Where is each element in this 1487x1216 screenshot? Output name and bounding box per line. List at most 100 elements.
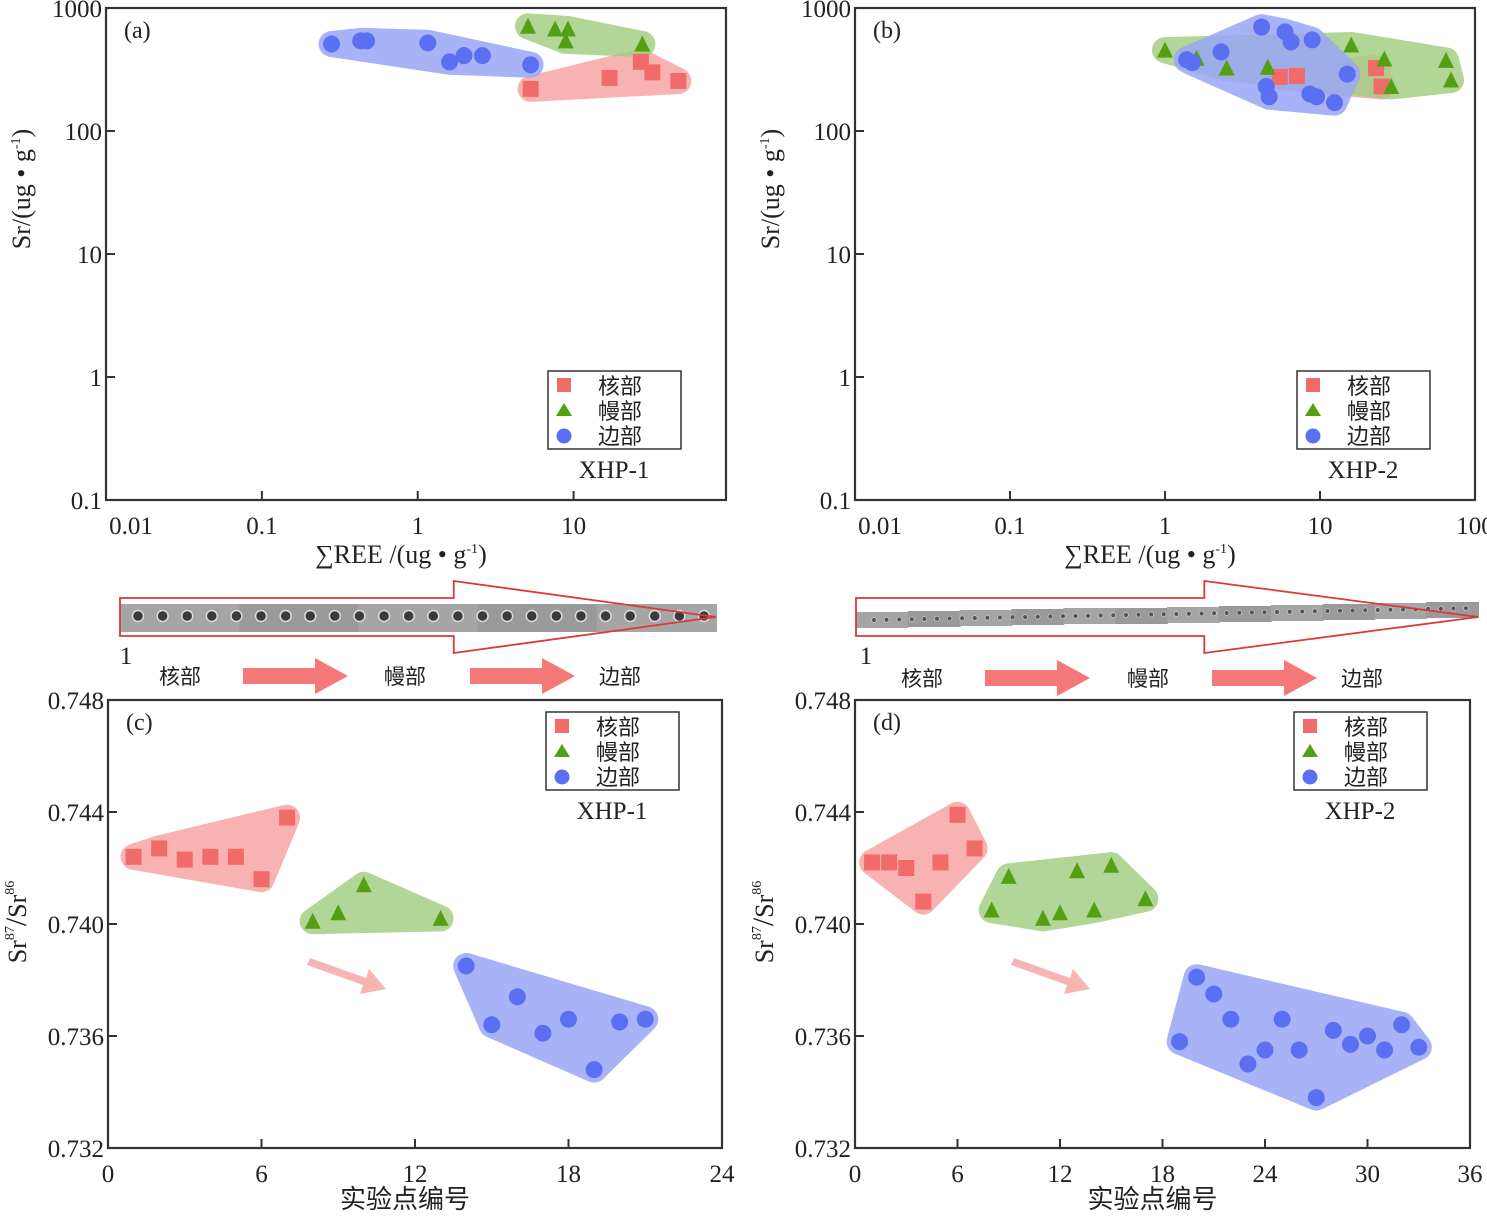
laser-spot — [959, 615, 965, 621]
laser-spot — [1211, 610, 1217, 616]
laser-spot — [1022, 614, 1028, 620]
marker-rim — [1273, 1010, 1291, 1028]
sample-label: XHP-1 — [579, 457, 650, 484]
x-tick-label: 6 — [951, 1161, 964, 1188]
marker-core — [915, 893, 932, 910]
marker-mantle — [559, 20, 576, 37]
marker-rim — [1171, 1033, 1189, 1051]
marker-mantle — [1259, 58, 1276, 75]
x-tick-label: 0.1 — [246, 513, 277, 540]
panel-label: (d) — [873, 710, 901, 736]
laser-spot — [648, 609, 662, 623]
zone-label: 幔部 — [384, 665, 426, 689]
laser-spot — [1009, 614, 1016, 620]
x-tick-label: 36 — [1458, 1161, 1483, 1188]
marker-rim — [441, 53, 459, 71]
laser-spot — [1110, 612, 1117, 618]
marker-core — [279, 809, 296, 826]
y-tick-label: 1000 — [801, 0, 851, 23]
marker-rim — [1239, 1055, 1257, 1073]
marker-rim — [1290, 1041, 1308, 1059]
legend-marker-triangle — [1302, 744, 1318, 757]
y-tick-label: 0.732 — [48, 1136, 104, 1163]
marker-rim — [534, 1024, 552, 1042]
marker-core — [881, 854, 898, 871]
panel-label: (a) — [124, 18, 151, 44]
y-axis-title: Sr87/Sr86 — [747, 881, 780, 964]
y-axis-title: Sr87/Sr86 — [0, 881, 33, 964]
y-tick-label: 10 — [826, 242, 851, 269]
zone-arrow — [985, 660, 1090, 696]
marker-rim — [1256, 1041, 1274, 1059]
sample-label: XHP-2 — [1325, 798, 1396, 825]
marker-mantle — [1137, 890, 1154, 907]
marker-mantle — [983, 901, 1000, 918]
marker-mantle — [1218, 59, 1235, 76]
marker-mantle — [1103, 856, 1120, 873]
panel-label: (c) — [126, 710, 153, 736]
marker-rim — [1212, 43, 1230, 61]
legend-marker-circle — [556, 428, 572, 444]
laser-spot — [1047, 613, 1054, 620]
marker-rim — [1341, 1035, 1359, 1053]
laser-spot — [180, 609, 194, 623]
strip-xhp-2 — [856, 602, 1479, 628]
y-tick-label: 0.744 — [795, 800, 852, 827]
laser-spot — [1362, 607, 1368, 613]
strip-outline-arrow — [855, 579, 1479, 655]
marker-rim — [1308, 88, 1326, 106]
marker-core — [176, 851, 193, 868]
legend-marker-square — [1306, 378, 1320, 392]
marker-rim — [1359, 1027, 1376, 1045]
marker-core — [949, 806, 966, 823]
laser-spot — [500, 609, 514, 623]
legend-marker-triangle — [554, 744, 570, 757]
laser-spot — [1337, 608, 1343, 614]
marker-core — [966, 840, 983, 857]
y-tick-label: 0.748 — [795, 688, 851, 715]
marker-mantle — [557, 32, 574, 49]
laser-spot — [1375, 607, 1381, 613]
laser-spot — [1085, 613, 1091, 619]
laser-spot — [871, 617, 877, 623]
zone-arrow — [1212, 660, 1317, 696]
marker-rim — [1325, 94, 1343, 112]
plot-frames — [104, 6, 1477, 1150]
laser-spot — [1450, 605, 1457, 612]
x-tick-label: 10 — [1308, 513, 1333, 540]
panel-label: (b) — [873, 18, 901, 44]
y-tick-label: 1000 — [52, 0, 102, 23]
marker-mantle — [355, 876, 372, 893]
trend-arrow — [1011, 958, 1090, 994]
marker-rim — [1260, 88, 1278, 106]
strip-start-label: 1 — [120, 643, 133, 670]
laser-spot — [1148, 611, 1154, 618]
x-tick-label: 18 — [1150, 1161, 1175, 1188]
y-tick-label: 100 — [814, 119, 852, 146]
laser-spot — [1312, 608, 1318, 614]
x-tick-label: 1 — [411, 513, 424, 540]
marker-mantle — [432, 909, 449, 926]
sample-label: XHP-1 — [577, 798, 648, 825]
marker-rim — [457, 957, 475, 975]
legend-entry: 幔部 — [596, 741, 640, 766]
marker-rim — [585, 1061, 603, 1079]
laser-spot — [1286, 609, 1293, 615]
marker-core — [1271, 68, 1288, 85]
marker-core — [644, 64, 661, 81]
laser-spot — [451, 609, 465, 623]
x-axis-title: 实验点编号 — [1087, 1185, 1217, 1214]
y-tick-label: 0.744 — [48, 800, 105, 827]
laser-spot — [1123, 612, 1129, 618]
laser-spot — [1060, 613, 1066, 619]
data-markers — [125, 17, 1459, 1107]
y-axis-title: Sr/(ug • g-1) — [756, 129, 785, 249]
laser-spot — [205, 609, 219, 623]
legend-entry: 核部 — [1344, 716, 1388, 741]
marker-core — [670, 72, 687, 89]
legend-marker-square — [557, 378, 571, 392]
x-tick-label: 24 — [710, 1161, 736, 1188]
y-tick-label: 10 — [77, 242, 102, 269]
legend-entry: 核部 — [1347, 375, 1391, 400]
